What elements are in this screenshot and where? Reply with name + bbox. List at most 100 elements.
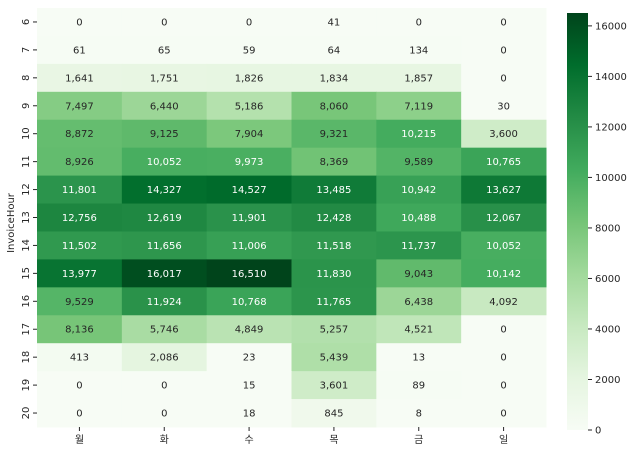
cell-value-label: 16,017	[147, 269, 182, 280]
heatmap-cell	[121, 35, 208, 65]
heatmap-cell	[37, 175, 123, 205]
cell-value-label: 0	[76, 381, 82, 392]
cell-value-label: 4,092	[489, 297, 518, 308]
heatmap-cell	[121, 203, 208, 232]
x-tick-label: 수	[244, 434, 253, 446]
cell-value-label: 15	[243, 381, 256, 392]
heatmap-cell	[376, 399, 462, 428]
y-tick-label: 16	[21, 295, 32, 308]
cell-value-label: 0	[161, 409, 167, 420]
cell-value-label: 7,904	[235, 129, 264, 140]
colorbar-tick-label: 14000	[595, 72, 627, 83]
cell-value-label: 89	[412, 381, 425, 392]
y-axis-label: InvoiceHour	[6, 192, 17, 253]
heatmap-cell	[376, 343, 462, 372]
heatmap-cell	[376, 259, 462, 288]
cell-value-label: 0	[500, 325, 506, 336]
heatmap-cell	[376, 175, 462, 205]
heatmap-cell	[37, 91, 123, 121]
x-tick-label: 목	[329, 434, 338, 446]
heatmap-cell	[291, 399, 377, 428]
cell-value-label: 10,052	[147, 157, 182, 168]
heatmap-cell	[206, 231, 292, 260]
cell-value-label: 1,857	[404, 73, 433, 84]
heatmap-cell	[37, 203, 123, 232]
cell-value-label: 59	[243, 45, 256, 56]
cell-value-label: 11,801	[62, 185, 97, 196]
y-tick-label: 19	[21, 379, 32, 392]
cell-value-label: 1,826	[235, 73, 264, 84]
y-tick-label: 15	[21, 267, 32, 280]
heatmap-cell	[37, 147, 123, 177]
cell-value-label: 5,746	[150, 325, 179, 336]
heatmap-cell	[121, 147, 208, 177]
heatmap-cell	[461, 371, 547, 400]
heatmap-cell	[376, 119, 462, 149]
cell-value-label: 11,924	[147, 297, 182, 308]
colorbar-tick-label: 6000	[595, 274, 620, 285]
colorbar-tick-label: 4000	[595, 324, 620, 335]
cell-value-label: 0	[500, 353, 506, 364]
cell-value-label: 3,601	[320, 381, 349, 392]
heatmap-cell	[291, 259, 377, 288]
cell-value-label: 6,438	[404, 297, 433, 308]
cell-value-label: 30	[497, 101, 510, 112]
cell-value-label: 2,086	[150, 353, 179, 364]
cell-value-label: 12,756	[62, 213, 97, 224]
heatmap-cell	[461, 287, 547, 316]
heatmap-cell	[121, 371, 208, 400]
cell-value-label: 10,942	[401, 185, 436, 196]
cell-value-label: 0	[500, 409, 506, 420]
colorbar-tick-label: 2000	[595, 375, 620, 386]
cell-value-label: 10,768	[232, 297, 267, 308]
heatmap-cell	[206, 343, 292, 372]
cell-value-label: 8,060	[320, 101, 349, 112]
colorbar-tick-label: 10000	[595, 173, 627, 184]
cell-value-label: 10,488	[401, 213, 436, 224]
cell-value-label: 8	[416, 409, 422, 420]
y-tick-label: 20	[21, 407, 32, 420]
cell-value-label: 11,737	[401, 241, 436, 252]
colorbar-tick-label: 0	[595, 426, 601, 437]
heatmap-cell	[37, 8, 123, 37]
heatmap-cells: 0 0 0 41 0 0 61 65 59 64 134 0 1,641 1,751 1,826 1,834 1…	[37, 8, 547, 428]
heatmap-cell	[461, 63, 547, 93]
y-tick-label: 9	[21, 103, 32, 109]
heatmap-cell	[461, 399, 547, 428]
heatmap-cell	[376, 35, 462, 65]
cell-value-label: 413	[70, 353, 89, 364]
heatmap-cell	[291, 175, 377, 205]
cell-value-label: 23	[243, 353, 256, 364]
x-tick-label: 월	[75, 434, 84, 446]
cell-value-label: 9,589	[404, 157, 433, 168]
cell-value-label: 11,656	[147, 241, 182, 252]
x-tick-label: 일	[499, 434, 508, 446]
heatmap-cell	[291, 371, 377, 400]
cell-value-label: 64	[328, 45, 341, 56]
cell-value-label: 65	[158, 45, 171, 56]
heatmap-cell	[376, 315, 462, 344]
cell-value-label: 7,119	[404, 101, 433, 112]
y-tick-label: 7	[21, 47, 32, 53]
x-tick-label: 금	[414, 434, 423, 446]
heatmap-cell	[37, 399, 123, 428]
cell-value-label: 0	[246, 17, 252, 28]
cell-value-label: 0	[500, 45, 506, 56]
heatmap-cell	[291, 35, 377, 65]
cell-value-label: 0	[76, 409, 82, 420]
cell-value-label: 18	[243, 409, 256, 420]
cell-value-label: 13,627	[486, 185, 521, 196]
heatmap-cell	[121, 91, 208, 121]
cell-value-label: 14,327	[147, 185, 182, 196]
heatmap-cell	[206, 315, 292, 344]
cell-value-label: 6,440	[150, 101, 179, 112]
heatmap-cell	[206, 35, 292, 65]
y-tick-label: 13	[21, 211, 32, 224]
heatmap-cell	[291, 91, 377, 121]
cell-value-label: 13,977	[62, 269, 97, 280]
heatmap-cell	[206, 91, 292, 121]
heatmap-cell	[121, 399, 208, 428]
heatmap-cell	[121, 231, 208, 260]
